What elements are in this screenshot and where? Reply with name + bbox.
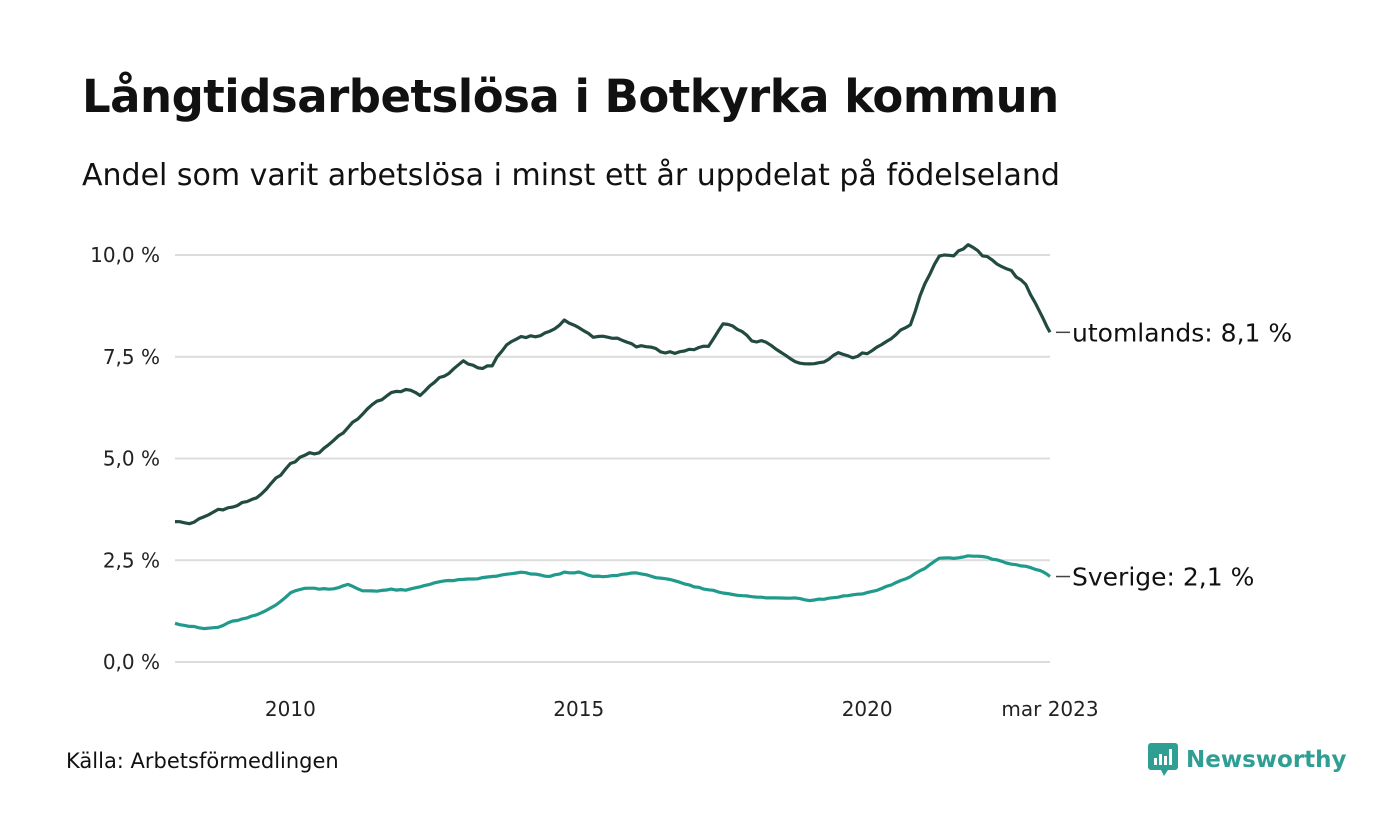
- chart-title: Långtidsarbetslösa i Botkyrka kommun: [82, 70, 1059, 123]
- y-tick-label: 0,0 %: [103, 650, 160, 674]
- x-tick-label: 2015: [553, 697, 604, 721]
- y-tick-label: 2,5 %: [103, 548, 160, 572]
- end-label-sverige: Sverige: 2,1 %: [1072, 563, 1254, 592]
- y-tick-label: 5,0 %: [103, 447, 160, 471]
- series-line-utomlands: [174, 243, 1052, 526]
- newsworthy-logo-icon: [1148, 743, 1178, 776]
- line-chart: 0,0 % 2,5 % 5,0 % 7,5 % 10,0 % 2010 2015 2020 m…: [90, 243, 1292, 721]
- x-tick-label: 2010: [265, 697, 316, 721]
- y-tick-label: 10,0 %: [90, 243, 160, 267]
- end-label-utomlands: utomlands: 8,1 %: [1072, 318, 1292, 347]
- x-tick-label: 2020: [842, 697, 893, 721]
- brand-name: Newsworthy: [1186, 747, 1347, 773]
- source-note: Källa: Arbetsförmedlingen: [66, 749, 339, 773]
- x-tick-label: mar 2023: [1001, 697, 1098, 721]
- series-line-sverige: [174, 554, 1051, 631]
- chart-subtitle: Andel som varit arbetslösa i minst ett å…: [82, 158, 1060, 193]
- y-tick-label: 7,5 %: [103, 345, 160, 369]
- brand-logo: Newsworthy: [1148, 743, 1347, 777]
